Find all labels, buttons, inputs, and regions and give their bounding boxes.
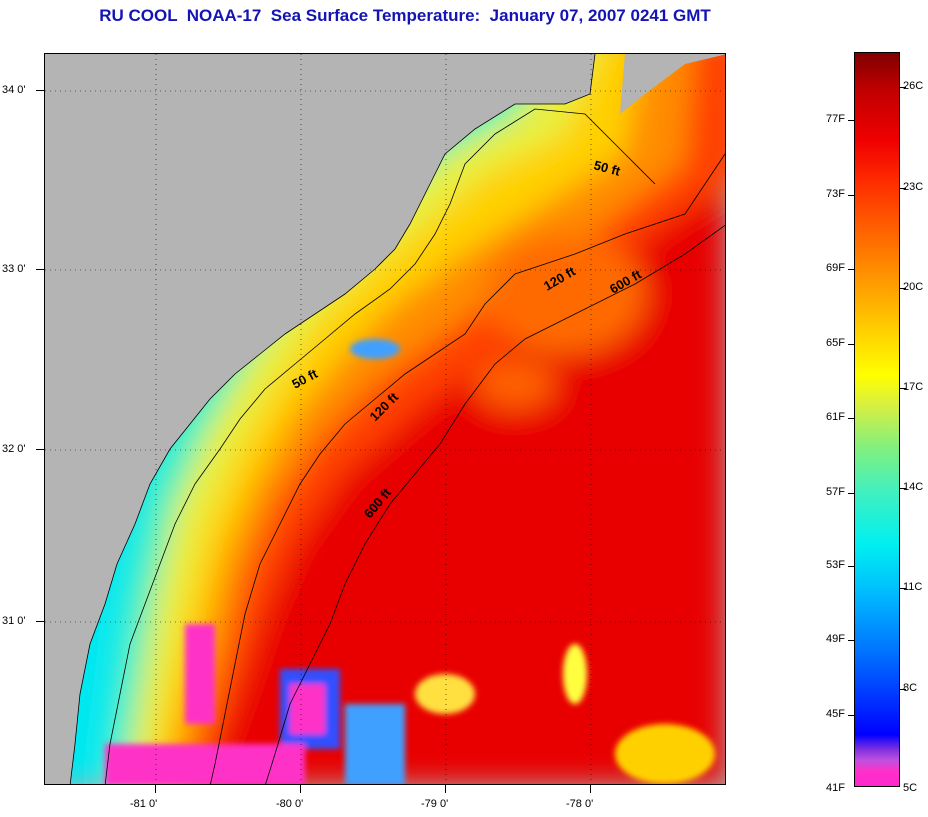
cloud-patches	[105, 178, 715, 784]
colorbar-c-label: 23C	[903, 181, 924, 193]
contour-120ft	[210, 153, 725, 784]
longitude-label: -78 0'	[566, 798, 594, 810]
colorbar-f-label: 45F	[826, 708, 845, 720]
colorbar-c-label: 5C	[903, 782, 918, 794]
colorbar-f-label: 53F	[826, 559, 845, 571]
longitude-label: -81 0'	[130, 798, 158, 810]
colorbar-f-label: 57F	[826, 486, 845, 498]
colorbar-f-label: 41F	[826, 782, 845, 794]
contour-label: 50 ft	[592, 157, 622, 179]
latitude-label: 32 0'	[2, 443, 26, 455]
colorbar-f-label: 77F	[826, 113, 845, 125]
latitude-label: 31 0'	[2, 615, 26, 627]
coastline	[69, 54, 596, 784]
colorbar-f-label: 65F	[826, 337, 845, 349]
contour-600ft	[265, 224, 725, 784]
graticule	[45, 54, 725, 784]
colorbar-f-label: 69F	[826, 262, 845, 274]
colorbar-c-label: 8C	[903, 682, 918, 694]
land-area	[45, 54, 595, 784]
latitude-label: 33 0'	[2, 263, 26, 275]
colorbar-f-label: 61F	[826, 411, 845, 423]
colorbar-c-label: 11C	[903, 581, 923, 593]
contour-50ft	[104, 108, 656, 784]
sst-map: 50 ft 120 ft 600 ft 50 ft 120 ft 600 ft	[44, 53, 726, 785]
colorbar-c-label: 26C	[903, 80, 924, 92]
colorbar-f-label: 49F	[826, 633, 845, 645]
temperature-colorbar	[854, 52, 900, 787]
longitude-label: -79 0'	[421, 798, 449, 810]
sst-map-canvas: 50 ft 120 ft 600 ft 50 ft 120 ft 600 ft	[45, 54, 725, 784]
image-title: RU COOL NOAA-17 Sea Surface Temperature:…	[99, 6, 711, 25]
longitude-label: -80 0'	[276, 798, 304, 810]
latitude-label: 34 0'	[2, 84, 26, 96]
colorbar-c-label: 17C	[903, 381, 924, 393]
colorbar-c-label: 14C	[903, 481, 924, 493]
colorbar-c-label: 20C	[903, 281, 924, 293]
colorbar-f-label: 73F	[826, 188, 845, 200]
